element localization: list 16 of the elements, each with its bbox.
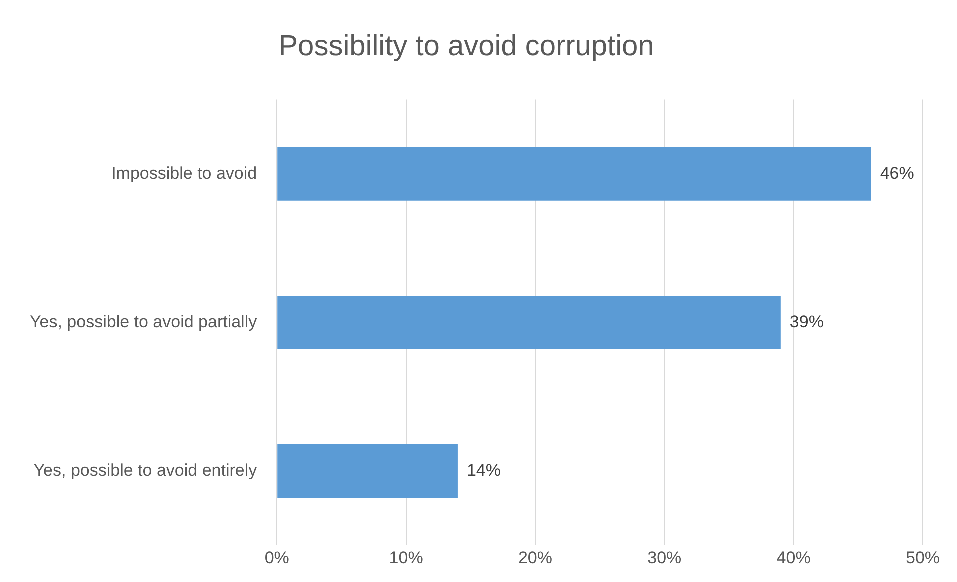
x-tick-label: 30% (648, 548, 682, 568)
x-tick-label: 10% (389, 548, 424, 568)
x-tick-label: 50% (906, 548, 940, 568)
y-tick-label: Yes, possible to avoid partially (30, 312, 258, 332)
x-tick-label: 20% (518, 548, 552, 568)
x-tick-label: 40% (776, 548, 811, 568)
y-tick-label: Impossible to avoid (112, 164, 258, 183)
bar (278, 296, 781, 350)
chart-title: Possibility to avoid corruption (278, 30, 654, 62)
x-tick-label: 0% (264, 548, 290, 568)
data-label: 39% (790, 312, 824, 332)
data-label: 14% (466, 460, 501, 480)
y-tick-label: Yes, possible to avoid entirely (34, 460, 258, 480)
bar (278, 444, 458, 498)
data-label: 46% (880, 164, 914, 183)
bar (278, 147, 872, 201)
